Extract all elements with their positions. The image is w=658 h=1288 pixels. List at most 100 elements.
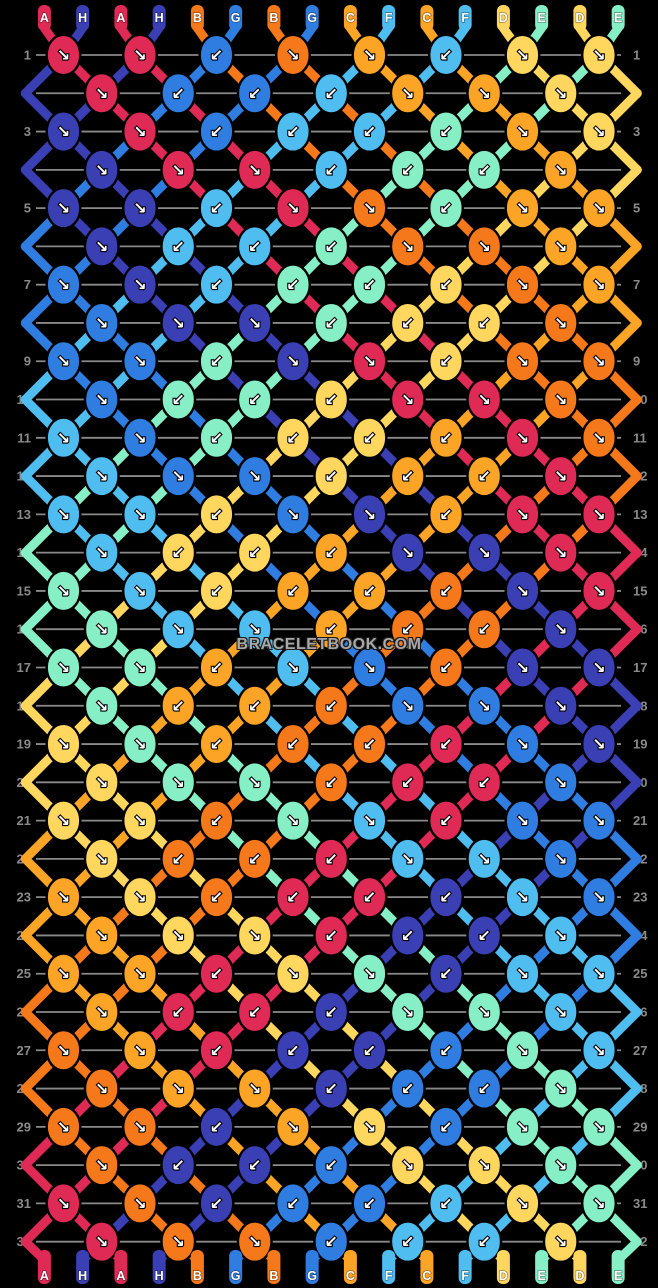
knot[interactable]: ↘ (504, 492, 541, 536)
knot-circle[interactable] (351, 1028, 388, 1072)
knot-circle[interactable] (121, 416, 158, 460)
knot[interactable]: ↘ (121, 799, 158, 842)
knot[interactable]: ↘ (236, 1067, 273, 1110)
knot-circle[interactable] (581, 186, 618, 230)
knot[interactable]: ↘ (581, 875, 618, 919)
knot[interactable]: ↙ (198, 1182, 235, 1225)
knot[interactable]: ↙ (275, 1028, 312, 1072)
knot[interactable]: ↙ (389, 148, 426, 192)
knot[interactable]: ↘ (542, 378, 579, 421)
knot[interactable]: ↘ (45, 799, 82, 842)
knot[interactable]: ↙ (428, 186, 465, 230)
knot[interactable]: ↘ (542, 1067, 579, 1110)
knot-circle[interactable] (466, 378, 503, 421)
knot[interactable]: ↘ (466, 1143, 503, 1187)
knot-circle[interactable] (198, 952, 235, 996)
knot[interactable]: ↙ (236, 1143, 273, 1187)
knot[interactable]: ↙ (198, 646, 235, 689)
knot-circle[interactable] (351, 952, 388, 996)
knot[interactable]: ↙ (198, 1105, 235, 1149)
knot-circle[interactable] (236, 914, 273, 957)
knot-circle[interactable] (581, 110, 618, 153)
knot-circle[interactable] (351, 1105, 388, 1149)
knot-circle[interactable] (121, 799, 158, 842)
knot[interactable]: ↘ (236, 760, 273, 804)
knot-circle[interactable] (83, 148, 120, 192)
knot[interactable]: ↙ (198, 722, 235, 766)
knot-circle[interactable] (466, 1067, 503, 1110)
knot[interactable]: ↘ (504, 33, 541, 77)
knot[interactable]: ↘ (504, 416, 541, 460)
knot-circle[interactable] (466, 148, 503, 192)
knot[interactable]: ↘ (542, 760, 579, 804)
knot[interactable]: ↘ (83, 224, 120, 268)
knot[interactable]: ↘ (121, 263, 158, 307)
knot-circle[interactable] (121, 875, 158, 919)
knot[interactable]: ↙ (466, 914, 503, 957)
knot[interactable]: ↙ (466, 1067, 503, 1110)
knot-circle[interactable] (121, 569, 158, 613)
knot[interactable]: ↘ (160, 454, 197, 498)
knot-circle[interactable] (504, 952, 541, 996)
knot[interactable]: ↘ (504, 263, 541, 307)
knot-circle[interactable] (542, 1067, 579, 1110)
knot-circle[interactable] (83, 454, 120, 498)
knot-circle[interactable] (351, 339, 388, 383)
knot[interactable]: ↙ (198, 1028, 235, 1072)
knot[interactable]: ↘ (542, 148, 579, 192)
knot-circle[interactable] (83, 531, 120, 575)
knot[interactable]: ↙ (313, 224, 350, 268)
knot[interactable]: ↙ (351, 263, 388, 307)
knot-circle[interactable] (428, 875, 465, 919)
knot[interactable]: ↘ (45, 416, 82, 460)
knot-circle[interactable] (313, 760, 350, 804)
knot-circle[interactable] (121, 33, 158, 77)
knot[interactable]: ↘ (160, 760, 197, 804)
knot[interactable]: ↘ (542, 531, 579, 575)
knot[interactable]: ↙ (198, 799, 235, 842)
knot-circle[interactable] (160, 990, 197, 1034)
knot-circle[interactable] (466, 837, 503, 881)
knot-circle[interactable] (504, 339, 541, 383)
knot-circle[interactable] (275, 492, 312, 536)
knot[interactable]: ↙ (428, 263, 465, 307)
knot[interactable]: ↘ (160, 1220, 197, 1264)
knot[interactable]: ↘ (45, 186, 82, 230)
knot-circle[interactable] (275, 33, 312, 77)
knot[interactable]: ↘ (542, 684, 579, 728)
knot-circle[interactable] (275, 799, 312, 842)
knot-circle[interactable] (581, 339, 618, 383)
knot[interactable]: ↙ (313, 531, 350, 575)
knot[interactable]: ↘ (504, 1182, 541, 1225)
knot[interactable]: ↘ (121, 722, 158, 766)
knot[interactable]: ↘ (504, 1028, 541, 1072)
knot-circle[interactable] (160, 148, 197, 192)
knot[interactable]: ↘ (504, 1105, 541, 1149)
knot-circle[interactable] (581, 33, 618, 77)
knot[interactable]: ↘ (236, 301, 273, 345)
knot[interactable]: ↘ (275, 339, 312, 383)
knot[interactable]: ↘ (45, 110, 82, 153)
knot[interactable]: ↙ (428, 339, 465, 383)
knot-circle[interactable] (83, 684, 120, 728)
knot[interactable]: ↘ (83, 1220, 120, 1264)
knot[interactable]: ↘ (542, 1143, 579, 1187)
knot[interactable]: ↘ (236, 454, 273, 498)
knot[interactable]: ↘ (83, 990, 120, 1034)
knot-circle[interactable] (275, 416, 312, 460)
knot-circle[interactable] (236, 71, 273, 115)
knot[interactable]: ↘ (389, 1143, 426, 1187)
knot-circle[interactable] (236, 1067, 273, 1110)
knot-circle[interactable] (45, 416, 82, 460)
knot-circle[interactable] (45, 1105, 82, 1149)
knot[interactable]: ↘ (45, 492, 82, 536)
knot-circle[interactable] (160, 1220, 197, 1264)
knot[interactable]: ↘ (160, 914, 197, 957)
knot[interactable]: ↙ (313, 1067, 350, 1110)
knot[interactable]: ↙ (198, 416, 235, 460)
knot[interactable]: ↘ (466, 837, 503, 881)
knot[interactable]: ↘ (389, 224, 426, 268)
knot-circle[interactable] (236, 760, 273, 804)
knot-circle[interactable] (542, 224, 579, 268)
knot[interactable]: ↘ (121, 1182, 158, 1225)
